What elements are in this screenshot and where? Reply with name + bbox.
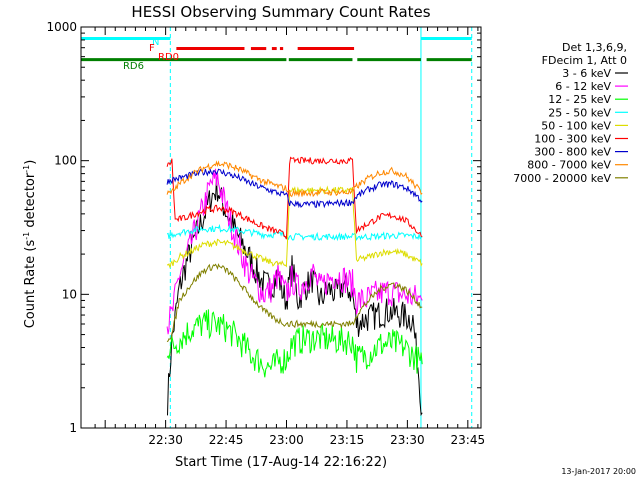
legend-label-4: 25 - 50 keV — [548, 106, 611, 119]
series-line-2 — [166, 168, 423, 335]
y-tick-label-1: 1 — [69, 421, 77, 435]
legend-label-3: 12 - 25 keV — [548, 93, 611, 106]
flag-label-2: F — [149, 43, 155, 54]
y-tick-label-4: 1000 — [46, 20, 77, 34]
legend-label-2: 6 - 12 keV — [555, 80, 611, 93]
y-axis-label: Count Rate (s-1 detector-1) — [22, 160, 38, 329]
y-tick-label-3: 100 — [54, 154, 77, 168]
series-line-4 — [166, 223, 423, 242]
legend-label-9: 7000 - 20000 keV — [513, 172, 611, 185]
flag-label-1: N — [152, 37, 159, 48]
plot-area — [169, 27, 473, 428]
axis-layer: 1 10 100 1000 22:30 22:45 23:00 23:15 23:30 23:45 — [46, 20, 485, 447]
series-line-8 — [166, 160, 423, 198]
x-axis-label: Start Time (17-Aug-14 22:16:22) — [175, 455, 387, 470]
y-axis-label-exp2: -1 — [22, 165, 31, 173]
x-tick-label-3: 23:00 — [269, 433, 304, 447]
legend-label-1: 3 - 6 keV — [562, 67, 611, 80]
series-layer — [166, 156, 423, 417]
axes-frame — [80, 26, 482, 429]
chart-title: HESSI Observing Summary Count Rates — [131, 3, 430, 21]
series-line-3 — [166, 309, 423, 378]
legend-label-6: 100 - 300 keV — [534, 133, 611, 146]
x-tick-label-4: 23:15 — [330, 433, 365, 447]
series-line-5 — [166, 185, 423, 268]
series-line-9 — [166, 263, 423, 343]
x-tick-label-6: 23:45 — [451, 433, 486, 447]
x-tick-label-1: 22:30 — [148, 433, 183, 447]
y-tick-label-2: 10 — [62, 287, 77, 301]
legend-header-line-1: Det 1,3,6,9, — [562, 41, 627, 54]
series-line-7 — [166, 168, 423, 209]
legend: Det 1,3,6,9, FDecim 1, Att 0 3 - 6 keV6 … — [513, 41, 628, 185]
y-axis-label-end: ) — [23, 160, 38, 165]
legend-header-line-2: FDecim 1, Att 0 — [542, 54, 627, 67]
y-axis-label-middle: detector — [23, 172, 38, 232]
legend-label-5: 50 - 100 keV — [541, 119, 611, 132]
series-line-6 — [166, 156, 423, 240]
y-axis-label-main: Count Rate (s — [23, 240, 38, 329]
x-tick-label-2: 22:45 — [209, 433, 244, 447]
flag-label-3: RD0 — [158, 52, 179, 63]
flag-label-4: RD6 — [123, 61, 144, 72]
y-axis-label-exp1: -1 — [22, 232, 31, 240]
legend-label-7: 300 - 800 keV — [534, 146, 611, 159]
footer-date: 13-Jan-2017 20:00 — [561, 467, 636, 476]
legend-label-8: 800 - 7000 keV — [527, 159, 611, 172]
x-tick-label-5: 23:30 — [390, 433, 425, 447]
